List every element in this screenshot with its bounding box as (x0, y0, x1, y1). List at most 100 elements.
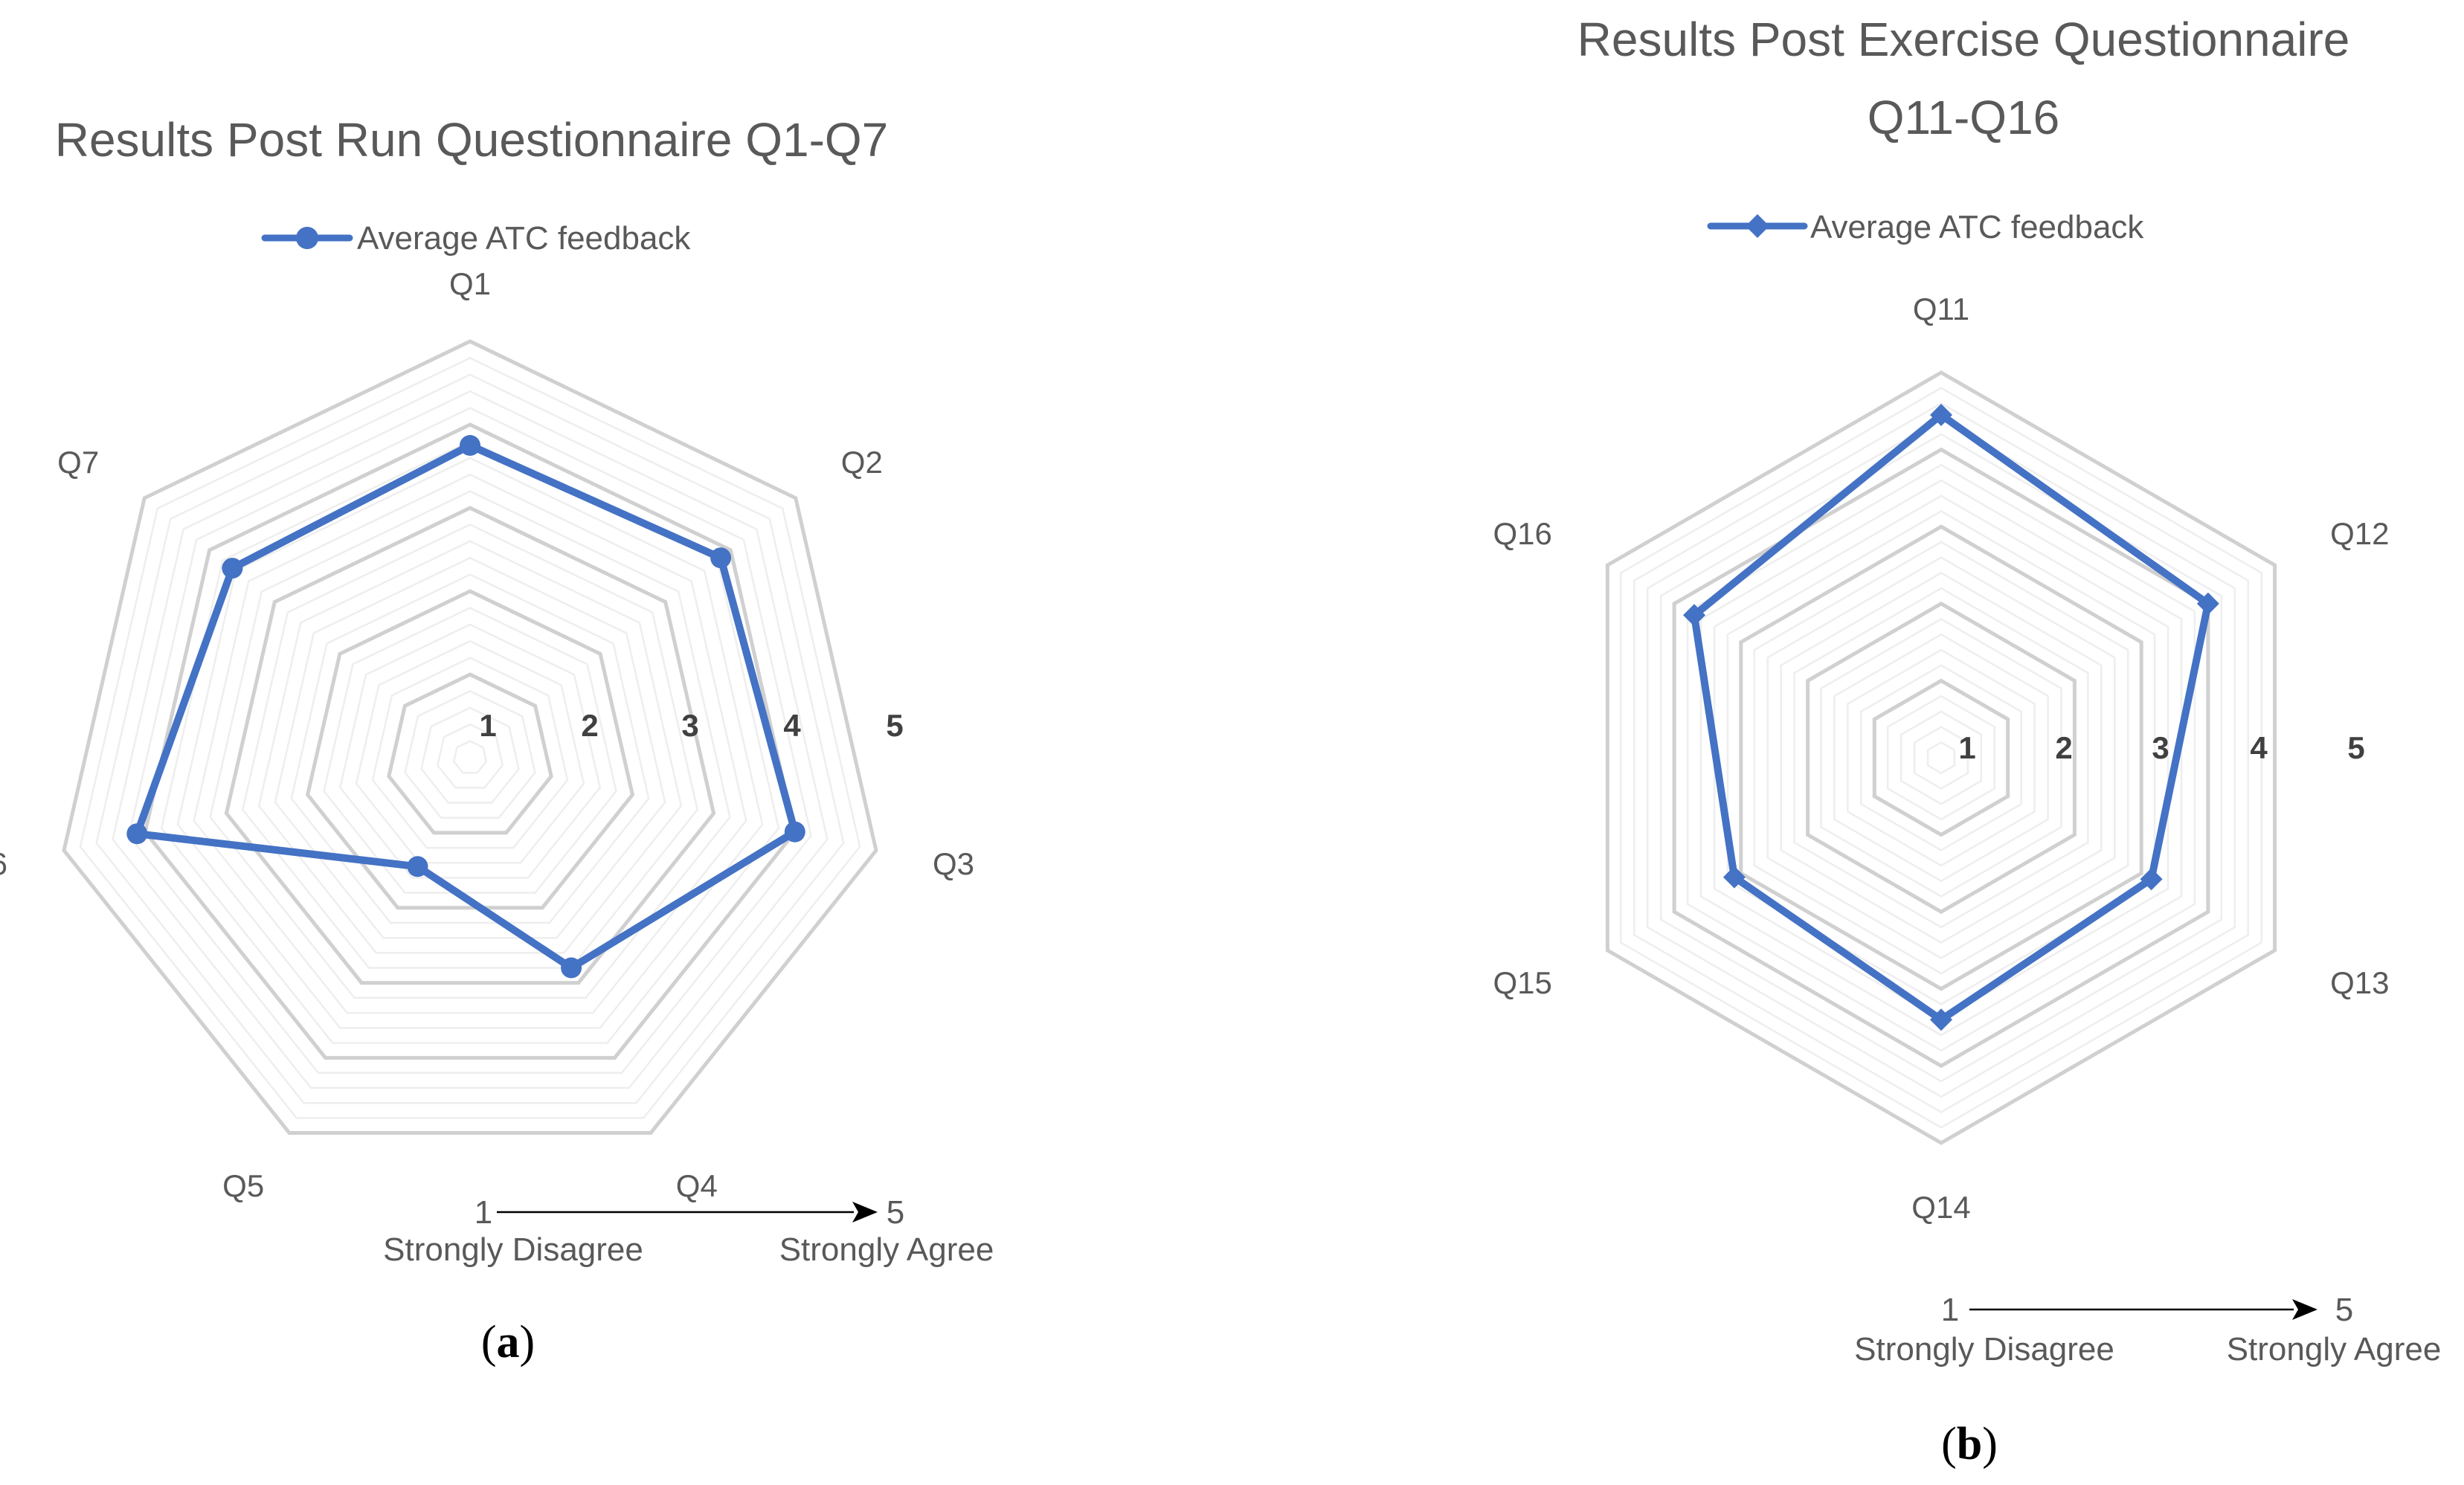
data-point-q14 (1930, 1008, 1952, 1031)
data-point-q15 (1722, 866, 1746, 889)
grid-ring (387, 672, 553, 835)
grid-ring (1620, 387, 2262, 1129)
data-point-q7 (222, 558, 243, 579)
grid-ring (323, 607, 617, 894)
grid-ring (305, 589, 635, 910)
chart-b-title-line-1: Results Post Exercise Questionnaire (1577, 13, 2350, 66)
grid-ring (112, 390, 829, 1089)
grid-ring (404, 690, 536, 819)
tick-label-4: 4 (2250, 730, 2268, 765)
grid-ring (452, 740, 488, 774)
chart-b-tick-labels: 1 2 3 4 5 (1958, 730, 2364, 765)
grid-ring (274, 556, 666, 939)
grid-ring (1780, 571, 2103, 944)
data-point-q4 (561, 957, 582, 979)
data-point-q3 (784, 821, 805, 843)
grid-ring (95, 373, 845, 1104)
grid-ring (371, 657, 569, 849)
tick-label-5: 5 (2347, 730, 2364, 765)
grid-ring (1872, 678, 2010, 837)
grid-ring (241, 524, 699, 969)
chart-a-legend-marker (296, 227, 318, 249)
chart-b-panel-close: ) (1982, 1419, 1998, 1469)
grid-ring (79, 357, 861, 1119)
chart-b-series (1683, 404, 2219, 1031)
grid-ring (338, 623, 602, 879)
axis-label-q2: Q2 (841, 445, 883, 480)
grid-ring (290, 573, 650, 924)
chart-a-panel-label: (a) (481, 1317, 535, 1368)
chart-a: Results Post Run Questionnaire Q1-Q7 Ave… (0, 113, 994, 1368)
grid-ring (1766, 556, 2116, 959)
tick-label-3: 3 (2152, 730, 2169, 765)
tick-label-1: 1 (1958, 730, 1975, 765)
chart-a-scale-low-value: 1 (475, 1194, 492, 1231)
grid-ring (1633, 402, 2249, 1114)
tick-label-2: 2 (2055, 730, 2072, 765)
axis-label-q11: Q11 (1913, 291, 1969, 326)
chart-b-panel-open: ( (1941, 1419, 1957, 1469)
grid-ring (128, 407, 812, 1075)
grid-ring (1860, 664, 2022, 851)
grid-ring (193, 473, 747, 1014)
chart-a-legend: Average ATC feedback (261, 220, 691, 257)
grid-ring (1659, 433, 2223, 1083)
chart-a-panel-close: ) (520, 1317, 535, 1368)
grid-ring (1646, 417, 2236, 1098)
axis-label-q7: Q7 (57, 445, 99, 480)
chart-b-legend-label: Average ATC feedback (1810, 209, 2144, 245)
grid-ring (224, 506, 716, 985)
chart-b-scale-arrowhead (2292, 1299, 2317, 1320)
chart-a-scale-high-label: Strongly Agree (779, 1231, 994, 1268)
axis-label-q12: Q12 (2330, 516, 2389, 551)
tick-label-5: 5 (886, 708, 903, 743)
grid-ring (1820, 618, 2062, 898)
grid-ring (1913, 726, 1969, 790)
grid-ring (1806, 601, 2077, 915)
chart-a-title: Results Post Run Questionnaire Q1-Q7 (55, 113, 889, 167)
chart-a-series (126, 435, 805, 979)
axis-label-q15: Q15 (1493, 965, 1552, 1000)
chart-b-scale-high-value: 5 (2335, 1292, 2353, 1328)
data-point-q6 (126, 823, 148, 845)
data-point-q1 (460, 435, 480, 456)
chart-a-legend-label: Average ATC feedback (357, 220, 691, 257)
grid-ring (160, 440, 780, 1044)
chart-a-scale-low-label: Strongly Disagree (383, 1231, 643, 1268)
axis-label-q13: Q13 (2330, 965, 2389, 1000)
data-point-q12 (2196, 592, 2219, 615)
data-point-q5 (407, 856, 428, 877)
grid-ring (1753, 541, 2129, 975)
chart-a-scale-arrowhead (852, 1202, 878, 1223)
chart-b-scale-low-label: Strongly Disagree (1854, 1331, 2114, 1368)
grid-ring (257, 540, 683, 954)
chart-b-scale-high-label: Strongly Agree (2227, 1331, 2442, 1368)
chart-a-scale: 1 5 Strongly Disagree Strongly Agree (383, 1194, 994, 1268)
chart-a-panel-open: ( (481, 1317, 497, 1368)
grid-ring (436, 723, 504, 789)
chart-b-scale-low-value: 1 (1941, 1292, 1959, 1328)
grid-ring (1833, 633, 2049, 883)
chart-b-grid (1605, 370, 2277, 1145)
chart-a-scale-high-value: 5 (887, 1194, 904, 1231)
chart-b-legend-marker (1746, 214, 1769, 238)
grid-ring (1605, 370, 2277, 1145)
grid-ring (62, 339, 878, 1135)
chart-b-panel-letter: b (1957, 1419, 1982, 1469)
tick-label-4: 4 (783, 708, 801, 743)
grid-ring (176, 457, 764, 1029)
axis-label-q1: Q1 (449, 266, 491, 301)
chart-a-grid (62, 339, 878, 1135)
chart-b-legend: Average ATC feedback (1707, 209, 2144, 245)
chart-a-tick-labels: 1 2 3 4 5 (479, 708, 903, 743)
grid-ring (1886, 695, 1996, 821)
axis-label-q4: Q4 (676, 1168, 718, 1203)
grid-ring (209, 490, 731, 999)
grid-ring (1739, 524, 2143, 991)
grid-ring (1793, 587, 2089, 929)
chart-b-scale: 1 5 Strongly Disagree Strongly Agree (1854, 1292, 2441, 1368)
axis-label-q6: Q6 (0, 846, 7, 881)
grid-ring (1726, 510, 2156, 1005)
grid-ring (420, 706, 520, 804)
